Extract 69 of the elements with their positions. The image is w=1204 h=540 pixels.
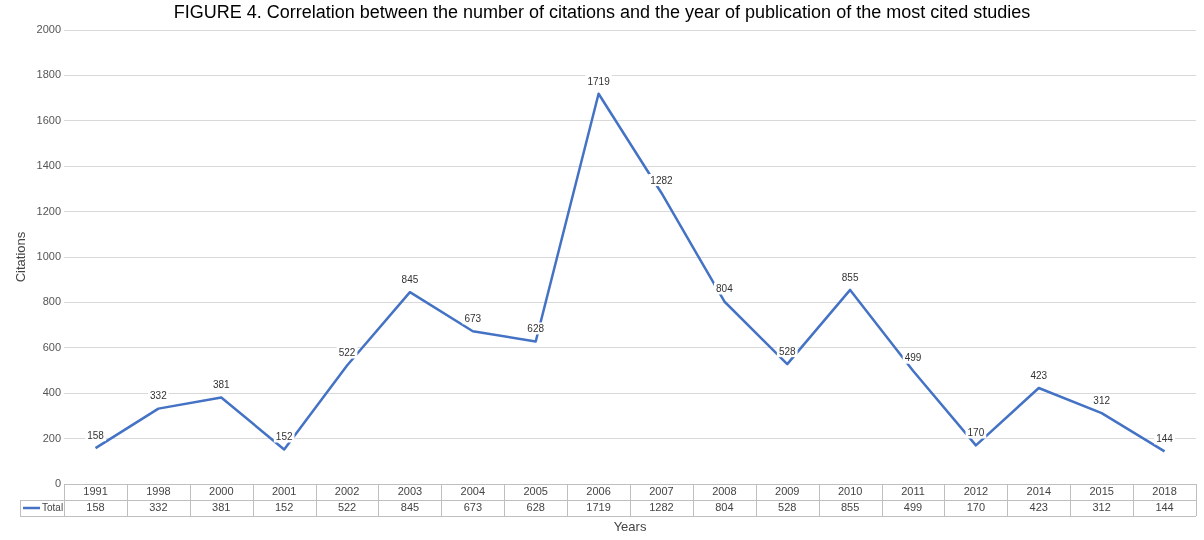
annotation: 673: [464, 312, 482, 324]
annotation: 528: [778, 345, 797, 357]
data-label: 170: [966, 501, 986, 514]
y-tick-label: 1000: [36, 250, 62, 263]
y-tick-label: 600: [42, 340, 62, 353]
data-label: 312: [1092, 501, 1111, 514]
data-label: 144: [1155, 501, 1174, 514]
x-tick-label: 1998: [146, 485, 171, 498]
data-label: 804: [715, 501, 734, 514]
x-tick-label: 2012: [963, 485, 989, 498]
x-tick-label: 2015: [1089, 485, 1114, 498]
y-tick-label: 0: [54, 477, 62, 490]
chart-title: FIGURE 4. Correlation between the number of citations and the year of publication of the most cited studies: [173, 1, 1031, 22]
x-tick-label: 2006: [586, 485, 611, 498]
y-tick-label: 1200: [36, 204, 62, 217]
y-tick-label: 1400: [36, 159, 62, 172]
data-label: 628: [526, 501, 545, 514]
annotation: 152: [275, 431, 293, 443]
x-tick-label: 2001: [271, 485, 297, 498]
x-tick-label: 2002: [334, 485, 360, 498]
y-tick-label: 1800: [36, 68, 62, 81]
data-label: 673: [463, 501, 482, 514]
y-axis-title: Citations: [13, 231, 29, 283]
x-tick-label: 2004: [460, 485, 486, 498]
y-tick-label: 1600: [36, 113, 62, 126]
y-tick-label: 200: [42, 431, 62, 444]
x-tick-label: 2008: [712, 485, 737, 498]
y-tick-label: 800: [42, 295, 62, 308]
annotation: 1282: [650, 174, 674, 186]
annotation: 158: [87, 429, 105, 441]
x-axis-title: Years: [613, 518, 647, 534]
annotation: 522: [338, 347, 356, 359]
data-label: 332: [149, 501, 168, 514]
data-label: 845: [400, 501, 420, 514]
data-label: 1282: [649, 501, 674, 514]
x-tick-label: 2018: [1152, 485, 1177, 498]
annotation: 423: [1030, 369, 1048, 381]
data-label: 158: [86, 501, 105, 514]
x-tick-label: 2007: [649, 485, 674, 498]
x-tick-label: 2009: [775, 485, 800, 498]
data-label: 499: [903, 501, 923, 514]
annotation: 312: [1093, 394, 1111, 406]
x-tick-label: 2003: [397, 485, 423, 498]
annotation: 845: [401, 273, 419, 285]
data-label: 381: [212, 501, 231, 514]
x-tick-label: 1991: [83, 485, 108, 498]
x-tick-label: 2011: [901, 485, 925, 498]
annotation: 628: [527, 323, 545, 335]
legend-label: Total: [42, 501, 64, 513]
data-label: 528: [778, 501, 797, 514]
y-tick-label: 2000: [36, 23, 62, 36]
y-tick-label: 400: [42, 386, 62, 399]
annotation: 170: [967, 427, 985, 439]
annotation: 855: [841, 271, 859, 283]
x-tick-label: 2005: [523, 485, 548, 498]
annotation: 144: [1156, 433, 1174, 445]
annotation: 1719: [587, 75, 611, 87]
annotation: 332: [150, 390, 168, 402]
data-label: 423: [1029, 501, 1048, 514]
annotation: 499: [904, 352, 922, 364]
x-tick-label: 2014: [1026, 485, 1052, 498]
x-tick-label: 2000: [209, 485, 234, 498]
annotation: 381: [212, 379, 231, 391]
x-tick-label: 2010: [837, 485, 863, 498]
data-label: 855: [840, 501, 860, 514]
annotation: 804: [716, 283, 734, 295]
data-label: 152: [274, 501, 294, 514]
data-label: 1719: [586, 501, 611, 514]
data-label: 522: [337, 501, 357, 514]
